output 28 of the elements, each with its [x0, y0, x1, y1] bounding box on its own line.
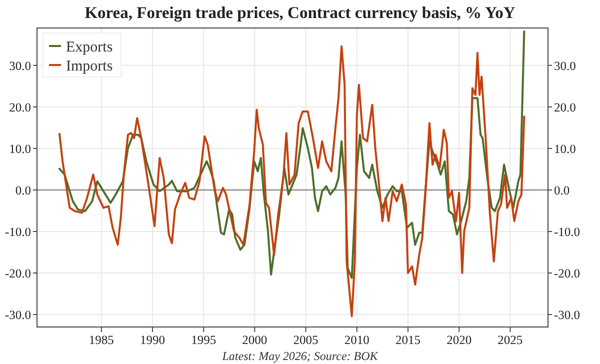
- y2-tick-label: 30.0: [554, 58, 576, 73]
- text: Latest: May 2026; Source: BOK: [221, 349, 379, 363]
- x-tick-label: 2005: [293, 333, 318, 347]
- x-tick-label: 2010: [344, 333, 370, 347]
- x-tick-label: 1990: [140, 333, 165, 347]
- y2-tick-label: -20.0: [554, 266, 580, 280]
- y2-tick-label: 0.0: [554, 183, 570, 198]
- y-tick-label: 20.0: [9, 100, 31, 114]
- y-tick-label: -20.0: [4, 266, 31, 280]
- x-tick-label: 2020: [446, 333, 472, 347]
- legend-label: Exports: [66, 39, 113, 56]
- y-tick-label: 30.0: [9, 58, 31, 73]
- line-series: [58, 30, 526, 279]
- x-tick-label: 1985: [88, 333, 114, 347]
- y2-tick-label: -30.0: [554, 308, 580, 322]
- legend-label: Imports: [66, 58, 113, 74]
- y-tick-label: 0.0: [15, 183, 31, 198]
- y2-tick-label: 10.0: [554, 142, 576, 156]
- x-tick-label: 2015: [395, 333, 420, 347]
- x-tick-label: 2000: [242, 333, 268, 347]
- x-tick-label: 2025: [498, 333, 523, 347]
- y-tick-label: 10.0: [9, 142, 31, 156]
- chart-title: Korea, Foreign trade prices, Contract currency basis, % YoY: [84, 3, 516, 22]
- y-tick-label: -30.0: [4, 308, 31, 322]
- y2-tick-label: -10.0: [554, 224, 580, 239]
- x-tick-label: 1995: [191, 333, 216, 347]
- y2-tick-label: 20.0: [554, 100, 576, 114]
- y-tick-label: -10.0: [4, 224, 31, 239]
